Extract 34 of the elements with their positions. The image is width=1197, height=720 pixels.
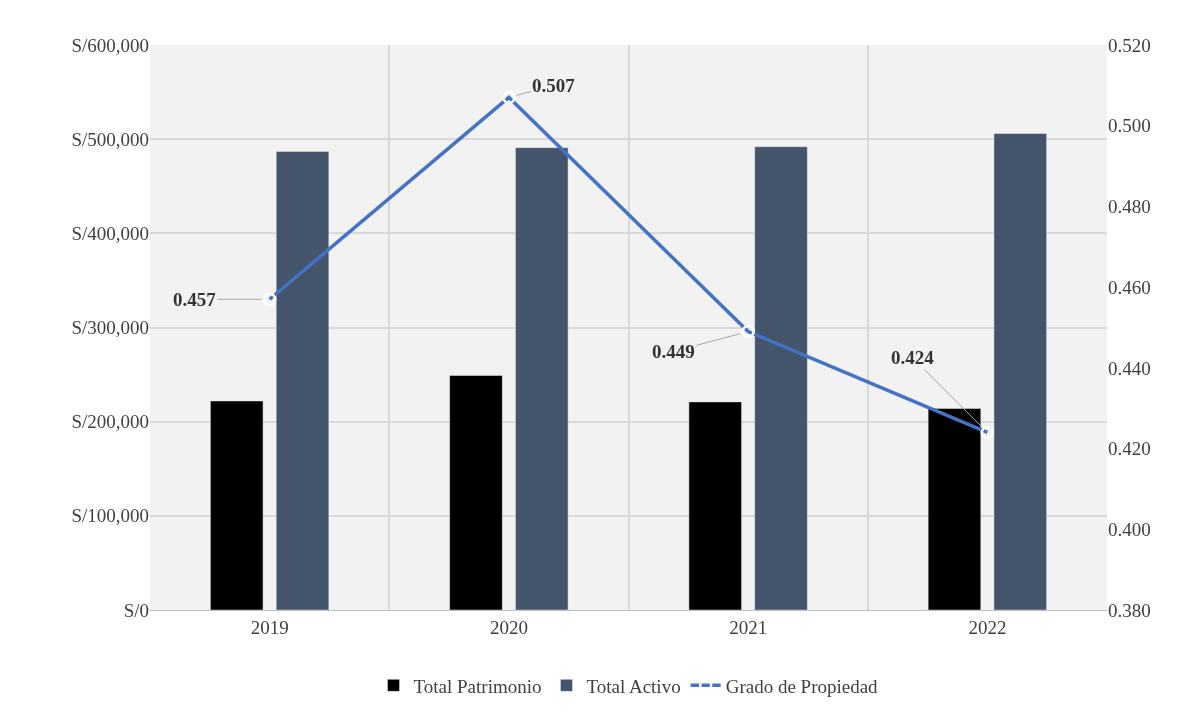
y-tick-label: S/0 xyxy=(123,599,149,621)
y-tick-label: S/600,000 xyxy=(71,34,149,56)
y2-tick-label: 0.520 xyxy=(1108,34,1151,56)
bar xyxy=(515,147,569,610)
bar xyxy=(688,401,742,610)
data-label: 0.424 xyxy=(891,347,935,368)
data-label: 0.507 xyxy=(532,75,576,96)
data-label: 0.449 xyxy=(652,341,695,362)
legend-label: Total Patrimonio xyxy=(413,675,542,697)
legend-label: Total Activo xyxy=(586,675,681,697)
data-label: 0.457 xyxy=(173,289,217,310)
y-tick-label: S/300,000 xyxy=(71,317,149,339)
bar xyxy=(210,400,264,610)
x-tick-label: 2022 xyxy=(968,616,1007,638)
legend-label: Grado de Propiedad xyxy=(725,675,879,697)
y2-tick-label: 0.440 xyxy=(1108,357,1151,379)
y2-tick-label: 0.460 xyxy=(1108,276,1151,298)
y-tick-label: S/500,000 xyxy=(71,128,149,150)
y2-tick-label: 0.480 xyxy=(1108,196,1151,218)
bar xyxy=(927,408,982,610)
y2-tick-label: 0.500 xyxy=(1108,115,1151,137)
bar xyxy=(275,151,330,610)
bar xyxy=(754,146,808,610)
y2-tick-label: 0.400 xyxy=(1108,518,1151,540)
bar xyxy=(449,375,503,610)
y-tick-label: S/100,000 xyxy=(71,505,149,527)
x-tick-label: 2021 xyxy=(729,616,768,638)
x-tick-label: 2019 xyxy=(250,616,289,638)
bar xyxy=(993,133,1047,610)
y2-tick-label: 0.420 xyxy=(1108,438,1151,460)
y-tick-label: S/400,000 xyxy=(71,222,149,244)
x-tick-label: 2020 xyxy=(489,616,528,638)
y-tick-label: S/200,000 xyxy=(71,411,149,433)
y2-tick-label: 0.380 xyxy=(1108,599,1151,621)
